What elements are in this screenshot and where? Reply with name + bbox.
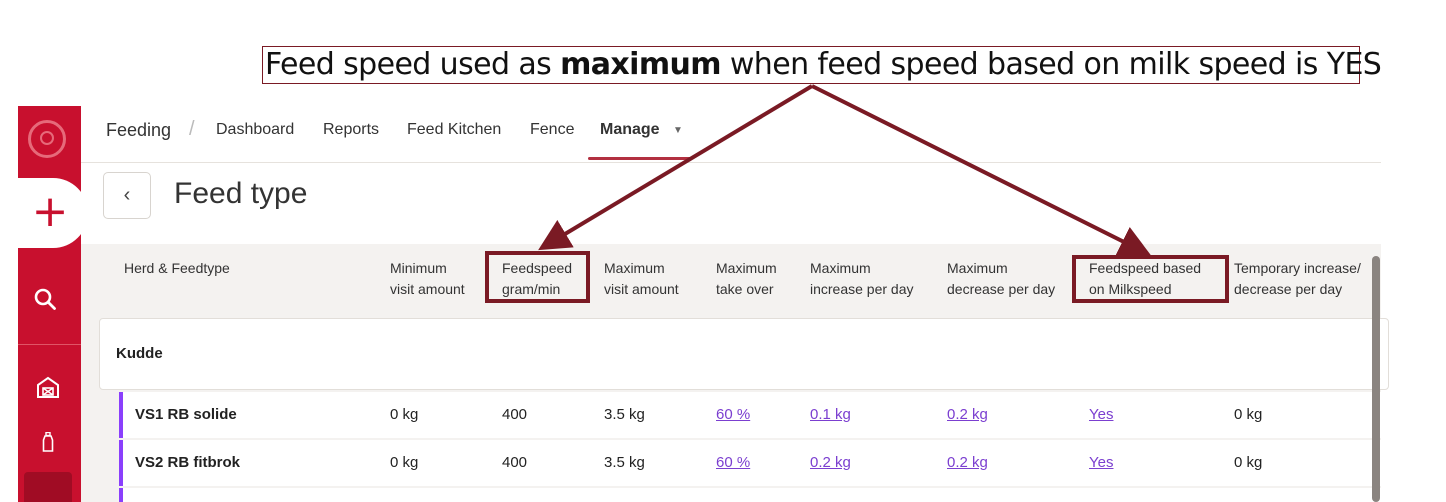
increase-link[interactable]: 0.1 kg bbox=[810, 406, 851, 423]
temporary-value: 0 kg bbox=[1234, 454, 1263, 471]
feedspeed-value: 400 bbox=[502, 406, 528, 423]
callout-suffix: when feed speed based on milk speed is Y… bbox=[720, 47, 1382, 82]
nav-manage[interactable]: Manage bbox=[600, 121, 660, 138]
min-visit-value: 0 kg bbox=[390, 406, 419, 423]
decrease-link[interactable]: 0.2 kg bbox=[947, 454, 988, 471]
user-avatar-icon[interactable] bbox=[28, 120, 66, 158]
plus-icon[interactable]: + bbox=[31, 186, 69, 237]
temporary-value: 0 kg bbox=[1234, 406, 1263, 423]
bottle-icon[interactable] bbox=[42, 432, 54, 452]
header-maximum-visit-amount: Maximum visit amount bbox=[604, 260, 679, 297]
header-maximum-decrease: Maximum decrease per day bbox=[947, 260, 1056, 297]
sidebar: + bbox=[18, 106, 88, 502]
table-row[interactable] bbox=[119, 488, 1389, 502]
app-title: Feeding bbox=[106, 120, 172, 140]
increase-link[interactable]: 0.2 kg bbox=[810, 454, 851, 471]
feedtype-name: VS2 RB fitbrok bbox=[135, 454, 241, 471]
max-visit-value: 3.5 kg bbox=[604, 454, 645, 471]
callout-bold: maximum bbox=[560, 47, 721, 82]
caret-down-icon[interactable]: ▼ bbox=[673, 125, 683, 136]
page-title: Feed type bbox=[174, 177, 308, 210]
highlight-feedspeed-milkspeed bbox=[1072, 255, 1229, 303]
max-visit-value: 3.5 kg bbox=[604, 406, 645, 423]
header-herd-feedtype: Herd & Feedtype bbox=[124, 260, 230, 276]
table-row[interactable]: VS1 RB solide 0 kg 400 3.5 kg 60 % 0.1 k… bbox=[119, 392, 1389, 438]
annotation-callout: Feed speed used as maximum when feed spe… bbox=[262, 46, 1382, 84]
header-temporary-increase: Temporary increase/decrease per day bbox=[1234, 260, 1361, 297]
table-row[interactable]: VS2 RB fitbrok 0 kg 400 3.5 kg 60 % 0.2 … bbox=[119, 440, 1389, 486]
nav-dashboard[interactable]: Dashboard bbox=[216, 121, 295, 138]
min-visit-value: 0 kg bbox=[390, 454, 419, 471]
top-navigation: Feeding / Dashboard Reports Feed Kitchen… bbox=[81, 106, 1381, 163]
take-over-link[interactable]: 60 % bbox=[716, 454, 751, 471]
feedspeed-value: 400 bbox=[502, 454, 528, 471]
barn-icon[interactable] bbox=[36, 376, 60, 398]
header-feedspeed: Feedspeed gram/min bbox=[502, 260, 573, 297]
header-feedspeed-milkspeed: Feedspeed based on Milkspeed bbox=[1089, 260, 1202, 297]
add-tab[interactable]: + bbox=[18, 178, 88, 248]
milkspeed-link[interactable]: Yes bbox=[1089, 454, 1114, 471]
feed-type-table: Herd & Feedtype Minimum visit amount Feed… bbox=[81, 244, 1389, 502]
back-button[interactable]: ‹ bbox=[103, 172, 151, 219]
nav-fence[interactable]: Fence bbox=[530, 121, 575, 138]
chevron-left-icon: ‹ bbox=[123, 184, 131, 206]
breadcrumb-separator: / bbox=[189, 118, 195, 140]
active-tab-indicator bbox=[588, 157, 692, 160]
nav-reports[interactable]: Reports bbox=[323, 121, 380, 138]
search-icon[interactable] bbox=[34, 288, 56, 310]
feedtype-name: VS1 RB solide bbox=[135, 406, 237, 423]
group-label: Kudde bbox=[116, 345, 163, 362]
callout-prefix: Feed speed used as bbox=[265, 47, 561, 82]
sidebar-item-more[interactable] bbox=[24, 472, 72, 502]
header-minimum-visit-amount: Minimum visit amount bbox=[390, 260, 465, 297]
take-over-link[interactable]: 60 % bbox=[716, 406, 751, 423]
header-maximum-increase: Maximum increase per day bbox=[810, 260, 914, 297]
nav-feed-kitchen[interactable]: Feed Kitchen bbox=[407, 121, 502, 138]
herd-group[interactable]: Kudde bbox=[99, 318, 1389, 390]
highlight-feedspeed bbox=[485, 251, 590, 303]
sidebar-divider bbox=[18, 344, 81, 345]
table-scrollbar[interactable] bbox=[1372, 256, 1380, 502]
decrease-link[interactable]: 0.2 kg bbox=[947, 406, 988, 423]
milkspeed-link[interactable]: Yes bbox=[1089, 406, 1114, 423]
header-maximum-take-over: Maximum take over bbox=[716, 260, 777, 297]
